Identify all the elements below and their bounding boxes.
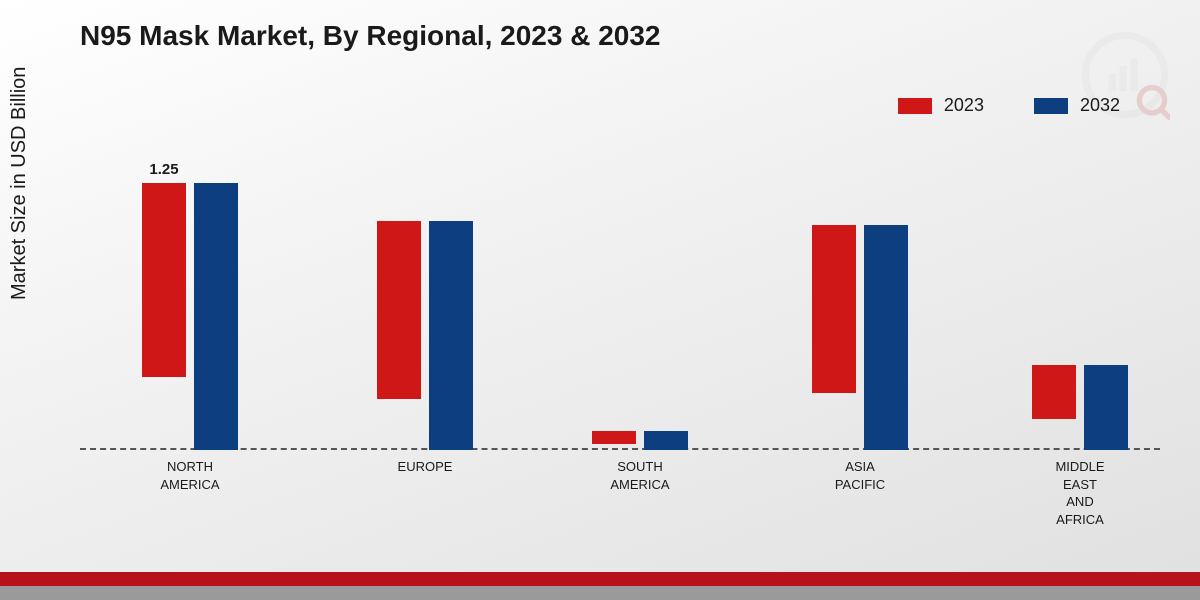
bar-group [592, 431, 688, 450]
legend-item-2023: 2023 [898, 95, 984, 116]
bar [429, 221, 473, 450]
bar [592, 431, 636, 443]
legend: 2023 2032 [898, 95, 1120, 116]
legend-swatch-2023 [898, 98, 932, 114]
bar [377, 221, 421, 399]
plot-area: 1.25 [80, 140, 1160, 450]
bar [812, 225, 856, 392]
bar [864, 225, 908, 450]
x-tick-label: NORTH AMERICA [110, 458, 270, 493]
x-tick-label: ASIA PACIFIC [780, 458, 940, 493]
x-tick-label: MIDDLE EAST AND AFRICA [1000, 458, 1160, 528]
bar: 1.25 [142, 183, 186, 377]
bar-group [812, 225, 908, 450]
bar [644, 431, 688, 450]
footer-bar-red [0, 572, 1200, 586]
chart-title: N95 Mask Market, By Regional, 2023 & 203… [80, 20, 661, 52]
x-axis-labels: NORTH AMERICA EUROPE SOUTH AMERICA ASIA PAC… [80, 458, 1160, 558]
bar [194, 183, 238, 450]
legend-label-2023: 2023 [944, 95, 984, 116]
bar [1084, 365, 1128, 450]
legend-swatch-2032 [1034, 98, 1068, 114]
footer-bar-gray [0, 586, 1200, 600]
bar-group [377, 221, 473, 450]
bar [1032, 365, 1076, 419]
bar-value-label: 1.25 [149, 161, 178, 178]
legend-item-2032: 2032 [1034, 95, 1120, 116]
legend-label-2032: 2032 [1080, 95, 1120, 116]
bar-group: 1.25 [142, 183, 238, 450]
bar-group [1032, 365, 1128, 450]
x-tick-label: EUROPE [345, 458, 505, 476]
y-axis-label: Market Size in USD Billion [8, 67, 31, 300]
x-tick-label: SOUTH AMERICA [560, 458, 720, 493]
